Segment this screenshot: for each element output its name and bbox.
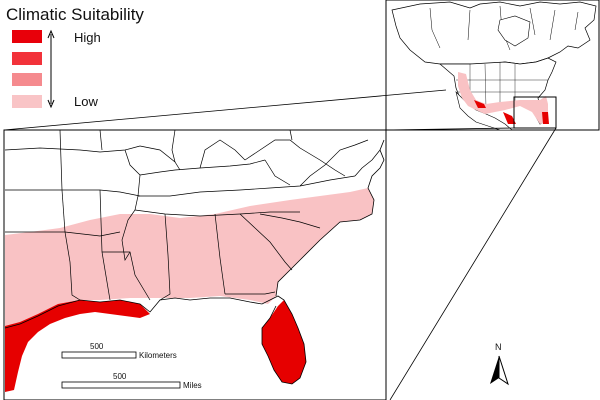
north-arrow: N — [490, 342, 509, 386]
legend: Climatic Suitability High Low — [6, 5, 144, 109]
scalebar-km-unit: Kilometers — [139, 351, 177, 360]
connector-lines — [3, 89, 557, 400]
north-arrow-left-half — [490, 356, 499, 384]
atlantic-coastline — [275, 139, 385, 297]
legend-swatch-class-4 — [12, 95, 42, 108]
legend-swatch-class-3 — [12, 73, 42, 86]
state-borders — [4, 129, 381, 301]
legend-swatch-class-2 — [12, 52, 42, 65]
inset-extent-box — [513, 96, 557, 129]
inset-low-suitability — [458, 72, 548, 124]
main-map: 500 Kilometers 500 Miles — [3, 129, 387, 400]
scalebar-km-value: 500 — [90, 342, 104, 351]
legend-low-label: Low — [74, 94, 98, 109]
inset-map — [385, 0, 600, 131]
scalebar-mi-value: 500 — [113, 372, 127, 381]
legend-title: Climatic Suitability — [6, 5, 144, 24]
low-suitability-region — [5, 188, 374, 328]
north-arrow-label: N — [495, 342, 502, 352]
inset-canada — [391, 1, 597, 65]
legend-high-label: High — [74, 30, 101, 45]
legend-swatch-class-1 — [12, 30, 42, 43]
scalebar-miles: 500 Miles — [61, 372, 202, 390]
legend-arrow — [47, 29, 55, 109]
north-arrow-right-half — [498, 355, 509, 386]
scalebar-kilometers: 500 Kilometers — [61, 342, 177, 360]
inset-hudson-bay — [497, 15, 531, 47]
inset-state-borders — [456, 62, 548, 109]
inset-high-suitability — [474, 100, 549, 124]
high-suitability-gulf-coast — [5, 300, 150, 392]
gulf-coastline — [4, 295, 307, 385]
scalebar-mi-unit: Miles — [183, 381, 202, 390]
